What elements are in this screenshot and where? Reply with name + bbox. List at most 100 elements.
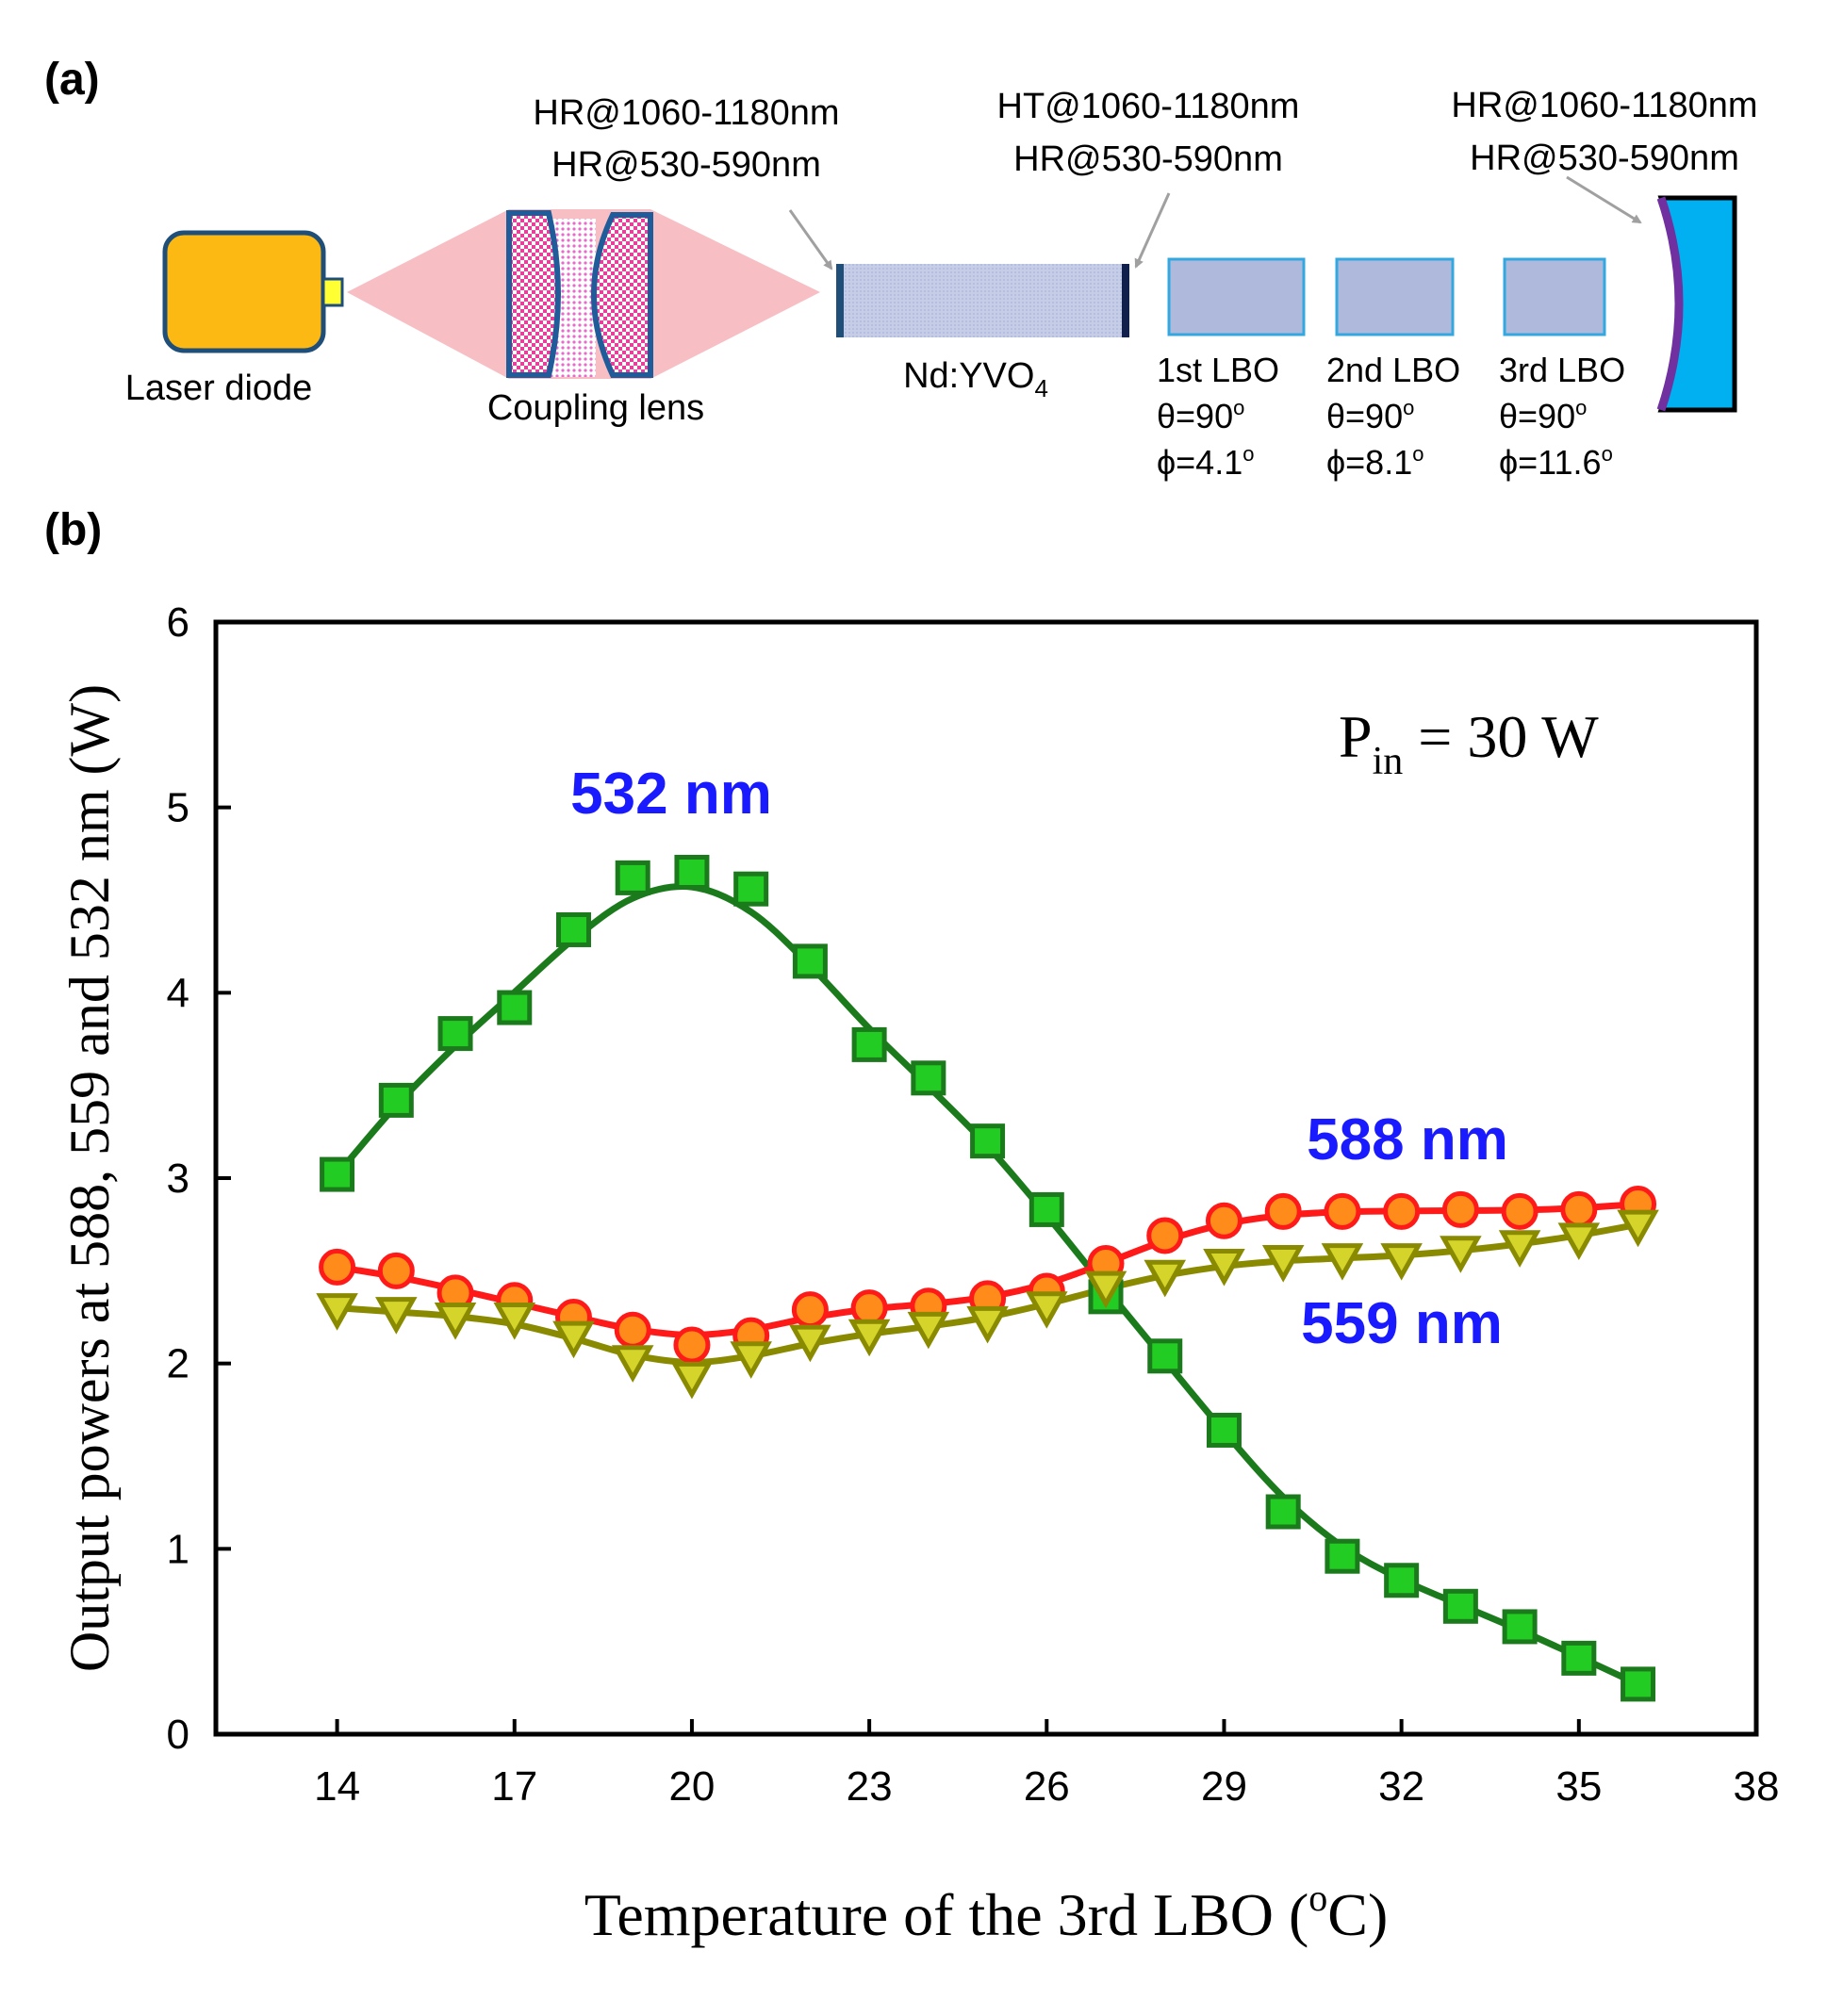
output-coating-line1: HR@1060-1180nm	[1451, 86, 1757, 125]
marker-532nm	[1384, 1563, 1420, 1598]
y-tick-label: 0	[167, 1712, 189, 1758]
marker-532nm	[1442, 1588, 1478, 1624]
y-tick-label: 3	[167, 1156, 189, 1202]
label-559nm: 559 nm	[1301, 1291, 1503, 1356]
ndyvo4-crystal	[839, 264, 1125, 337]
lbo-1-theta-val: θ=90	[1157, 397, 1233, 435]
x-axis-title-end: C)	[1327, 1881, 1388, 1948]
marker-588nm	[791, 1291, 829, 1329]
ndyvo4-output-face	[1122, 264, 1129, 337]
lbo-3	[1503, 257, 1606, 336]
marker-588nm	[377, 1252, 415, 1289]
marker-559nm	[1203, 1248, 1245, 1287]
marker-588nm	[319, 1248, 356, 1286]
x-axis-title-sup: o	[1308, 1877, 1327, 1919]
ndyvo4-label-sub: 4	[1034, 374, 1047, 402]
label-532nm: 532 nm	[570, 762, 772, 827]
marker-559nm	[789, 1324, 831, 1363]
lbo-1-phi: ϕ=4.1o	[1157, 442, 1254, 482]
marker-588nm	[1501, 1192, 1539, 1230]
x-tick-label: 26	[1024, 1763, 1070, 1810]
laser-diode-body	[162, 230, 326, 353]
x-tick-label: 20	[668, 1763, 715, 1810]
lbo-3-phi-val: ϕ=11.6	[1499, 443, 1602, 482]
x-axis-title: Temperature of the 3rd LBO (oC)	[584, 1877, 1389, 1948]
panel-a-label: (a)	[44, 55, 100, 105]
ndyvo4-input-face	[836, 264, 844, 337]
lbo-1	[1167, 257, 1306, 336]
marker-532nm	[792, 943, 828, 979]
x-tick-label: 32	[1378, 1763, 1424, 1810]
pin-sub: in	[1373, 740, 1404, 783]
marker-588nm	[673, 1326, 711, 1364]
marker-559nm	[730, 1341, 772, 1379]
lbo-3-phi: ϕ=11.6o	[1499, 442, 1613, 482]
lbo-3-theta-val: θ=90	[1499, 397, 1575, 435]
lbo-2	[1335, 257, 1455, 336]
lbo-1-theta-deg: o	[1233, 396, 1244, 419]
marker-559nm	[1617, 1209, 1659, 1248]
marker-559nm	[966, 1305, 1009, 1344]
x-tick-label: 17	[491, 1763, 537, 1810]
marker-532nm	[851, 1026, 887, 1062]
output-mirror-coating	[1656, 196, 1684, 412]
y-tick-label: 4	[167, 970, 189, 1016]
y-axis-title: Output powers at 588, 559 and 532 nm (W)	[58, 684, 121, 1672]
marker-532nm	[733, 871, 769, 907]
lbo-2-phi-val: ϕ=8.1	[1326, 443, 1412, 482]
coupling-lens-1	[506, 210, 561, 378]
crystal-coating-line2: HR@530-590nm	[1013, 139, 1283, 179]
x-tick-label: 38	[1734, 1763, 1780, 1810]
marker-588nm	[1324, 1192, 1361, 1230]
lbo-3-theta-deg: o	[1575, 396, 1587, 419]
y-tick-label: 1	[167, 1526, 189, 1572]
marker-588nm	[1560, 1190, 1598, 1228]
marker-532nm	[1325, 1538, 1360, 1574]
lbo-1-phi-val: ϕ=4.1	[1157, 443, 1242, 482]
lbo-2-phi-deg: o	[1412, 442, 1423, 466]
pin-main: P	[1339, 703, 1373, 770]
pin-rest: = 30 W	[1403, 703, 1599, 770]
marker-532nm	[555, 911, 591, 947]
marker-559nm	[670, 1361, 714, 1400]
marker-532nm	[970, 1123, 1006, 1159]
marker-559nm	[1557, 1222, 1601, 1261]
lbo-3-phi-deg: o	[1602, 442, 1613, 466]
marker-559nm	[375, 1297, 418, 1335]
lbo-1-theta: θ=90o	[1157, 396, 1244, 435]
marker-532nm	[320, 1156, 355, 1192]
coupling-lens-label: Coupling lens	[487, 388, 704, 428]
marker-532nm	[1561, 1640, 1597, 1676]
marker-559nm	[1380, 1243, 1423, 1281]
input-coating-line1: HR@1060-1180nm	[533, 93, 839, 133]
x-tick-label: 23	[847, 1763, 893, 1810]
marker-532nm	[1028, 1191, 1064, 1227]
marker-532nm	[615, 860, 650, 895]
y-tick-label: 2	[167, 1341, 189, 1387]
marker-559nm	[611, 1345, 654, 1383]
lbo-2-theta-deg: o	[1403, 396, 1414, 419]
label-588nm: 588 nm	[1307, 1107, 1508, 1172]
x-axis-title-main: Temperature of the 3rd LBO (	[584, 1881, 1309, 1948]
ndyvo4-label-main: Nd:YVO	[903, 356, 1034, 396]
marker-559nm	[1321, 1243, 1364, 1281]
marker-559nm	[493, 1303, 536, 1340]
lbo-2-theta: θ=90o	[1326, 396, 1414, 435]
marker-588nm	[614, 1311, 651, 1349]
marker-559nm	[907, 1311, 950, 1350]
marker-559nm	[552, 1320, 595, 1359]
marker-588nm	[1146, 1217, 1184, 1254]
series-markers	[316, 855, 1659, 1702]
lbo-1-phi-deg: o	[1242, 442, 1254, 466]
plot-area	[213, 619, 1759, 1737]
input-coating-arrow	[788, 209, 833, 270]
laser-diode-label: Laser diode	[125, 369, 313, 408]
marker-588nm	[850, 1289, 888, 1327]
lbo-2-phi: ϕ=8.1o	[1326, 442, 1423, 482]
laser-diode-tip	[321, 277, 344, 307]
marker-588nm	[1264, 1192, 1302, 1230]
marker-588nm	[1383, 1192, 1421, 1230]
marker-532nm	[1621, 1666, 1656, 1702]
